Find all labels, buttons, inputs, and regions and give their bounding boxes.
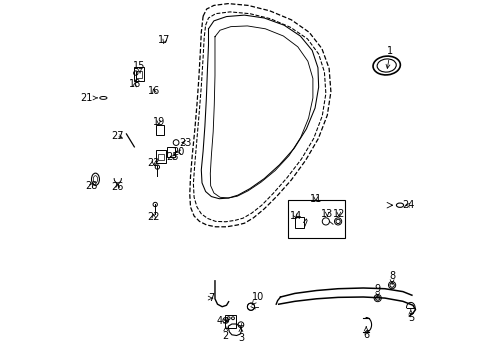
Text: 7: 7 <box>208 293 214 303</box>
Text: 14: 14 <box>289 211 301 221</box>
Bar <box>287 200 345 238</box>
Text: 19: 19 <box>152 117 164 127</box>
Text: 27: 27 <box>111 131 124 141</box>
Text: 25: 25 <box>166 152 179 162</box>
Text: 17: 17 <box>158 35 170 45</box>
Text: 9: 9 <box>374 284 380 297</box>
Text: 15: 15 <box>133 60 145 73</box>
Bar <box>156 150 165 163</box>
Bar <box>167 147 175 157</box>
Text: 26: 26 <box>111 182 124 192</box>
Text: 16: 16 <box>147 86 160 96</box>
Bar <box>225 315 236 328</box>
Bar <box>294 217 303 228</box>
Text: 21: 21 <box>81 93 97 103</box>
Bar <box>134 67 144 81</box>
Text: 1: 1 <box>385 46 392 68</box>
Bar <box>155 125 163 135</box>
Text: 23: 23 <box>179 138 191 148</box>
Text: 12: 12 <box>332 209 345 219</box>
Text: 22: 22 <box>147 212 160 222</box>
Text: 11: 11 <box>309 194 321 204</box>
Text: 18: 18 <box>129 78 141 89</box>
Text: 10: 10 <box>251 292 264 305</box>
Bar <box>136 71 142 78</box>
Text: 5: 5 <box>407 310 413 323</box>
Text: 20: 20 <box>172 147 184 157</box>
Bar <box>158 154 163 160</box>
Text: 13: 13 <box>321 209 333 219</box>
Text: 24: 24 <box>401 200 414 210</box>
Text: 2: 2 <box>222 326 228 341</box>
Text: 8: 8 <box>388 271 394 284</box>
Text: 28: 28 <box>85 181 97 191</box>
Text: 3: 3 <box>237 328 244 343</box>
Text: 22: 22 <box>147 158 160 168</box>
Text: 4: 4 <box>217 316 227 326</box>
Text: 6: 6 <box>363 327 368 340</box>
